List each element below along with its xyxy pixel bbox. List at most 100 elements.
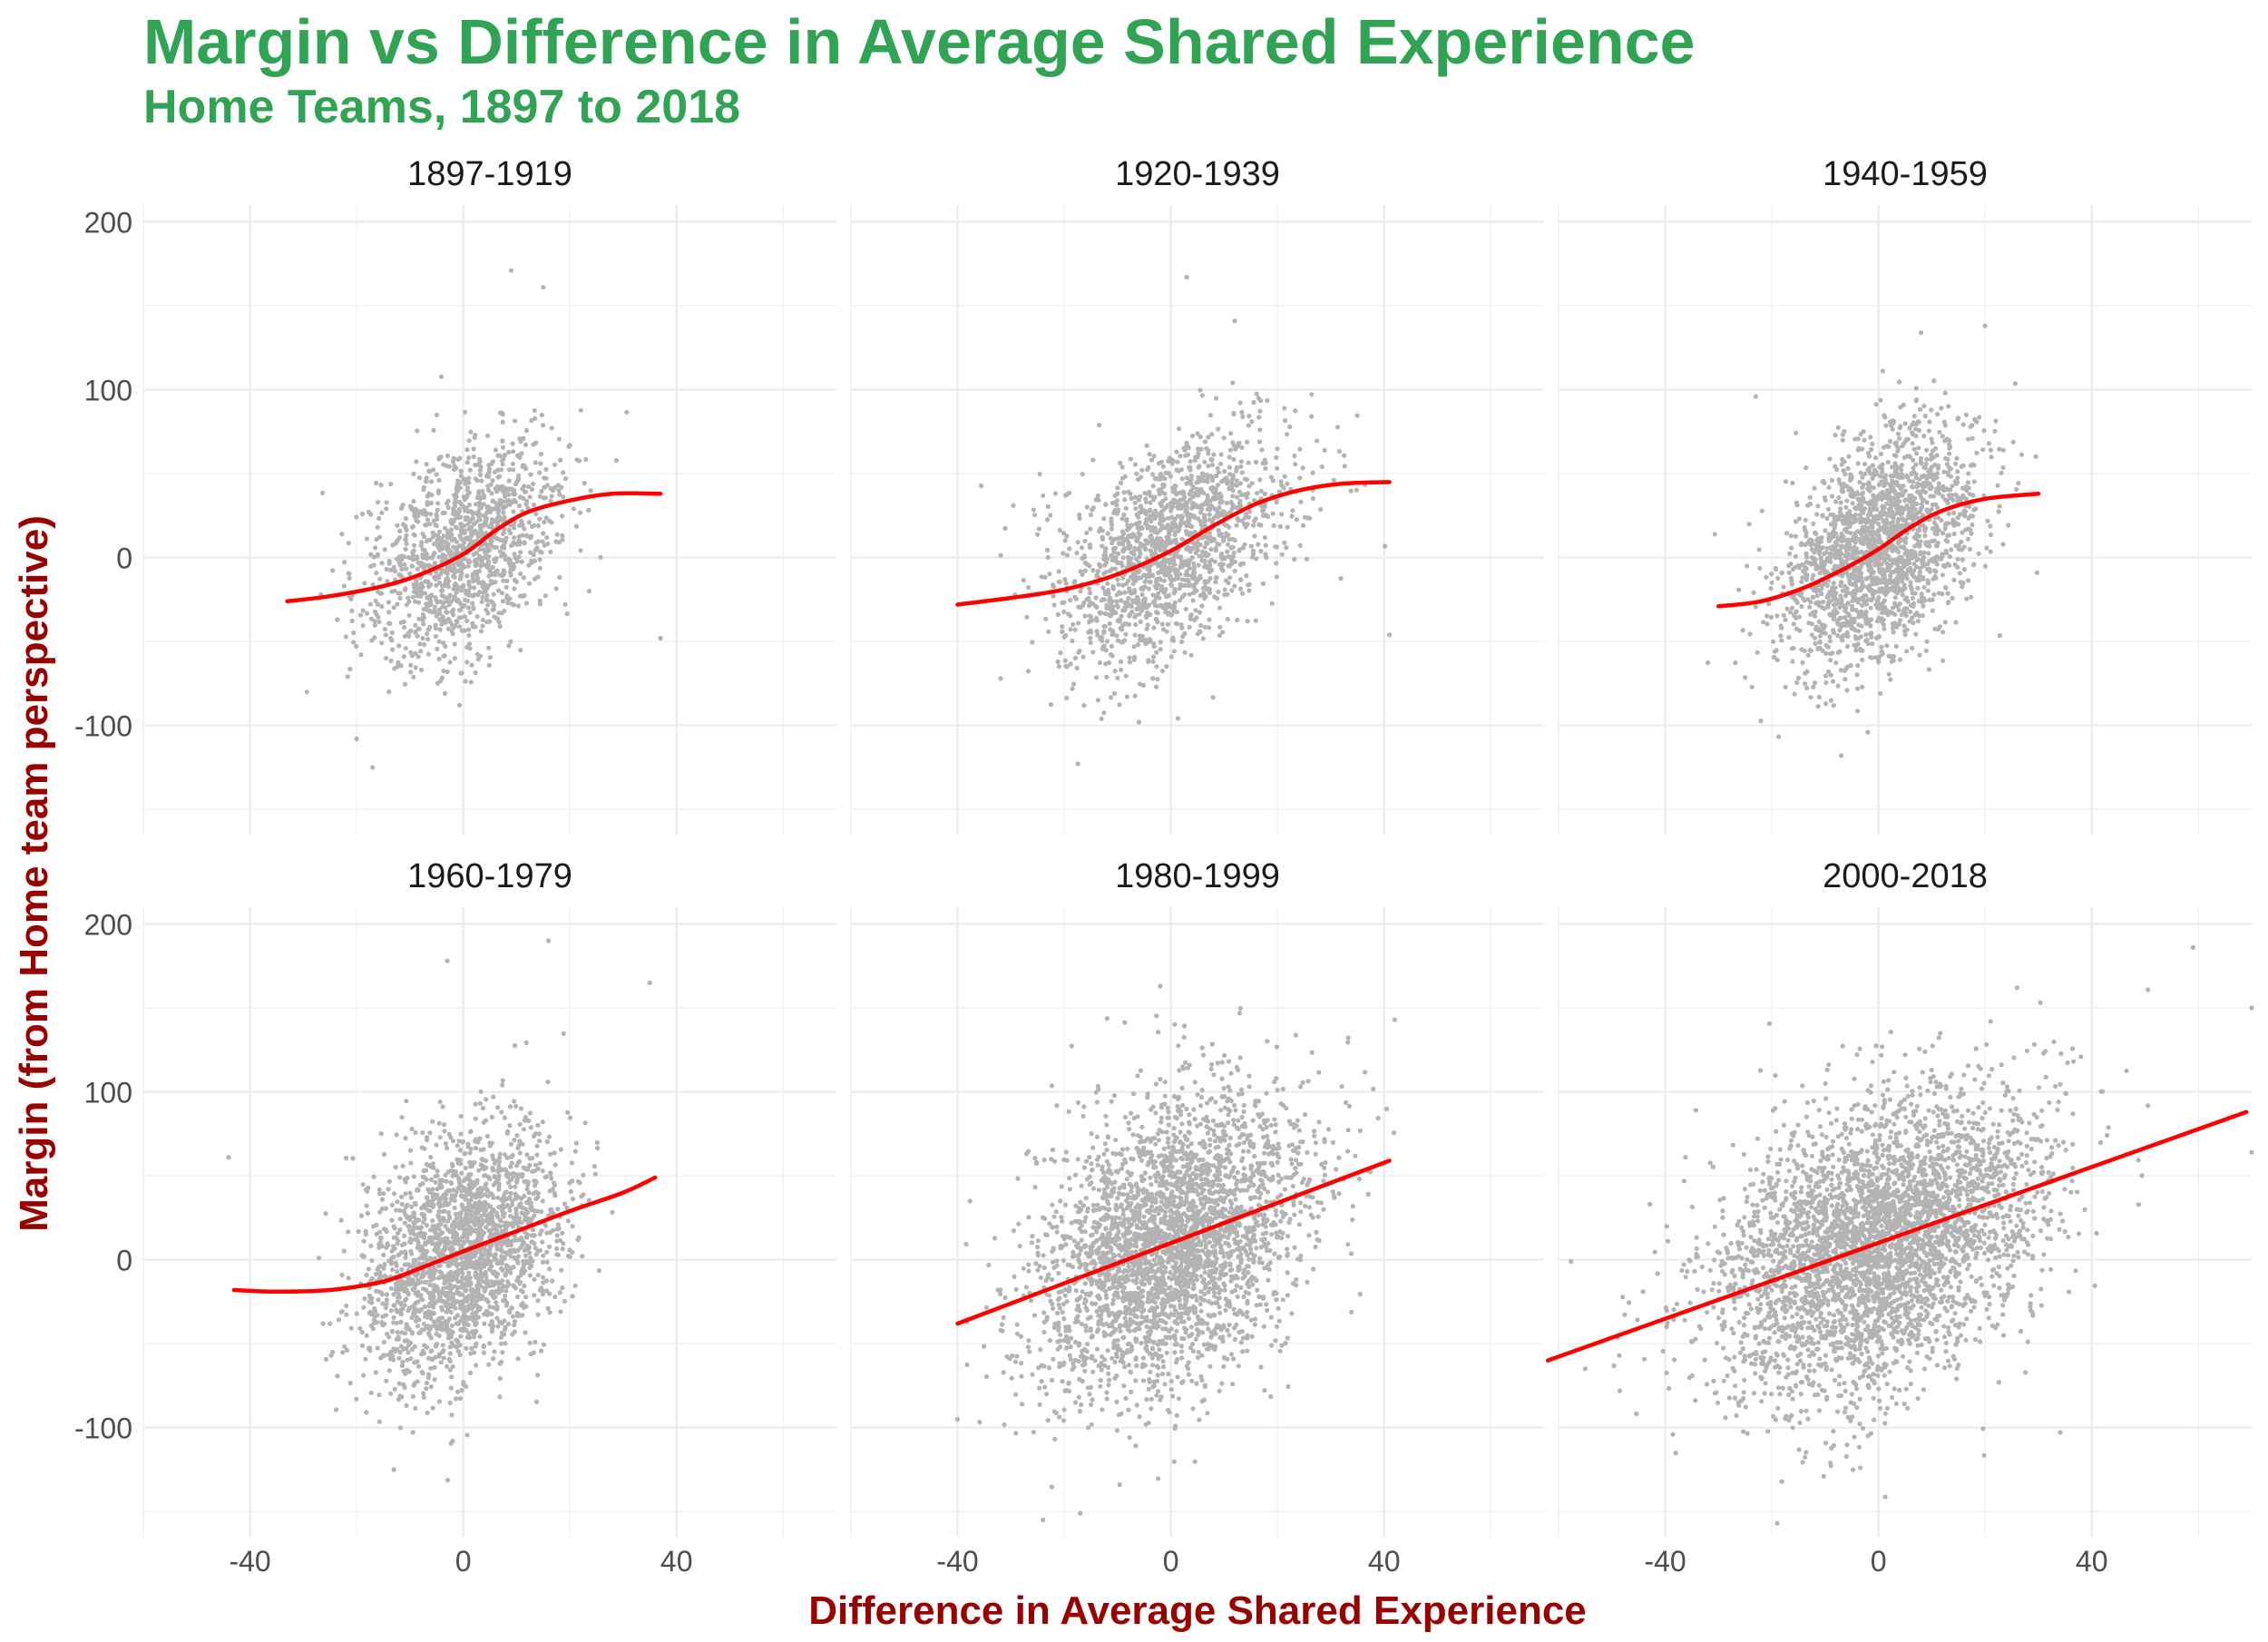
data-point (497, 515, 503, 522)
data-point (1064, 552, 1070, 558)
data-point (1300, 523, 1306, 528)
data-point (1804, 533, 1809, 539)
data-point (1094, 618, 1100, 623)
data-point (1876, 595, 1882, 601)
data-point (1841, 481, 1846, 487)
data-point (418, 581, 425, 586)
data-point (379, 603, 385, 610)
data-point (420, 511, 425, 516)
data-point (1298, 499, 1304, 504)
data-point (499, 467, 504, 473)
data-point (1249, 419, 1255, 425)
data-point (1941, 531, 1946, 536)
data-point (503, 494, 508, 500)
data-point (389, 630, 395, 636)
data-point (1132, 693, 1138, 699)
data-point (1858, 470, 1863, 475)
data-point (452, 574, 457, 580)
data-point (555, 483, 561, 488)
data-point (488, 482, 494, 487)
data-point (1790, 480, 1795, 486)
data-point (1155, 677, 1160, 682)
data-point (1254, 391, 1259, 396)
data-point (1790, 659, 1795, 664)
data-point (1811, 572, 1816, 578)
data-point (436, 477, 442, 484)
data-point (384, 656, 389, 661)
data-point (1901, 441, 1906, 446)
data-point (548, 549, 553, 555)
data-point (1209, 503, 1215, 510)
data-point (1109, 643, 1114, 650)
data-point (503, 584, 509, 591)
data-point (1838, 580, 1843, 585)
data-point (523, 601, 530, 606)
data-point (479, 478, 484, 484)
data-point (423, 562, 428, 568)
data-point (1836, 494, 1842, 501)
data-point (448, 527, 455, 533)
data-point (1907, 425, 1912, 431)
data-point (1743, 675, 1748, 680)
data-point (1281, 485, 1286, 491)
data-point (1252, 533, 1257, 539)
data-point (1855, 447, 1861, 453)
data-point-outlier (354, 736, 359, 742)
data-point (471, 454, 476, 459)
data-point (1135, 601, 1140, 606)
data-point (1745, 563, 1750, 569)
data-point (448, 532, 454, 537)
data-point (1222, 556, 1227, 562)
data-point (382, 547, 387, 552)
data-point (1774, 613, 1780, 619)
data-point (1875, 494, 1881, 499)
data-point (485, 433, 491, 438)
data-point (1057, 527, 1062, 533)
data-point (1102, 562, 1108, 568)
data-point (1921, 404, 1927, 409)
data-point (1284, 545, 1289, 551)
data-point (503, 537, 508, 542)
data-point (1886, 671, 1892, 677)
data-point (415, 626, 421, 631)
data-point (1916, 533, 1921, 539)
data-point (485, 562, 492, 567)
data-point (1917, 652, 1922, 658)
data-point (1913, 475, 1919, 481)
points-layer (226, 268, 2254, 1526)
data-point (485, 602, 491, 608)
data-point (521, 575, 526, 581)
data-point (452, 501, 457, 506)
data-point (1804, 560, 1809, 565)
data-point (1876, 521, 1882, 527)
data-point (414, 459, 419, 464)
data-point (1187, 624, 1192, 630)
data-point (1901, 402, 1906, 407)
data-point (1061, 531, 1067, 536)
data-point (1236, 441, 1241, 446)
data-point (461, 582, 466, 588)
data-point (1110, 546, 1117, 552)
data-point (389, 638, 395, 643)
data-point (1216, 426, 1221, 432)
data-point (1275, 465, 1280, 471)
data-point (1860, 602, 1865, 609)
data-point (1168, 505, 1174, 512)
data-point (1246, 588, 1252, 593)
data-point (1845, 465, 1851, 472)
data-point (1188, 652, 1194, 658)
data-point-outlier (1232, 318, 1237, 324)
data-point (1129, 550, 1134, 555)
data-point (1838, 500, 1843, 505)
data-point (1118, 460, 1123, 465)
data-point (1800, 660, 1805, 665)
data-point (1997, 503, 2002, 509)
data-point (395, 523, 400, 528)
data-point (1940, 572, 1945, 578)
data-point (1847, 577, 1853, 582)
data-point (374, 480, 379, 486)
data-point (1209, 462, 1215, 467)
data-point (386, 561, 392, 566)
data-point (1133, 506, 1139, 512)
data-point (522, 541, 527, 546)
